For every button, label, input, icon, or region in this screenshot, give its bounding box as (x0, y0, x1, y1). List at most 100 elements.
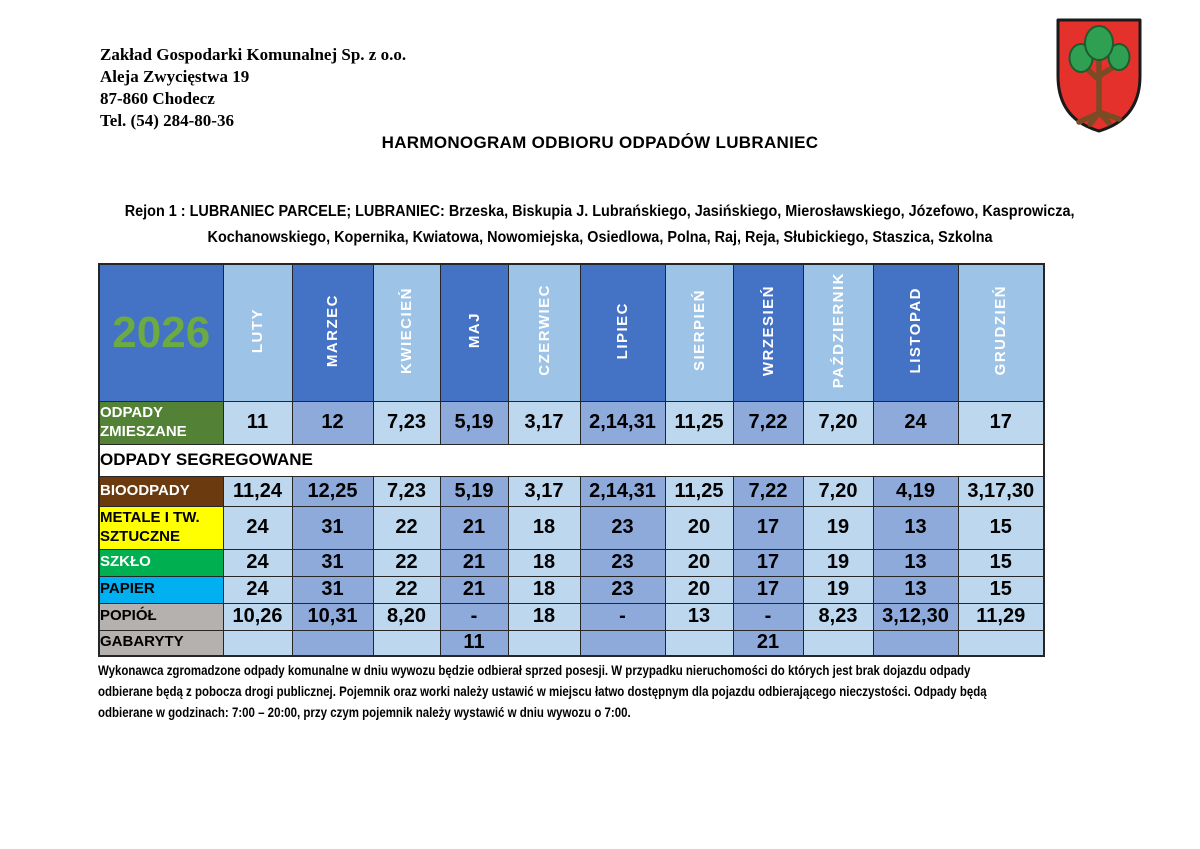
schedule-cell: 24 (222, 505, 293, 550)
schedule-cell: 23 (579, 575, 666, 604)
schedule-cell: 15 (957, 505, 1045, 550)
schedule-cell: 18 (507, 548, 581, 577)
schedule-cell: 12,25 (291, 475, 374, 507)
schedule-cell: 7,23 (372, 475, 441, 507)
table-row-odpady-segregowane: ODPADY SEGREGOWANE (98, 443, 1045, 477)
schedule-cell: 23 (579, 548, 666, 577)
schedule-cell (802, 629, 874, 657)
region-line-1: Rejon 1 : LUBRANIEC PARCELE; LUBRANIEC: … (125, 203, 1075, 220)
schedule-cell: 7,23 (372, 400, 441, 445)
schedule-cell: 3,12,30 (872, 602, 959, 631)
month-label: LIPIEC (614, 301, 631, 359)
schedule-cell: 13 (872, 575, 959, 604)
schedule-cell: 31 (291, 575, 374, 604)
table-row-odpady-zmieszane: ODPADY ZMIESZANE 11 12 7,23 5,19 3,17 2,14,31 1… (98, 400, 1045, 445)
schedule-cell: 20 (664, 575, 734, 604)
schedule-cell: 3,17 (507, 475, 581, 507)
schedule-cell: 2,14,31 (579, 475, 666, 507)
month-label: CZERWIEC (535, 284, 553, 377)
schedule-cell: 13 (872, 548, 959, 577)
schedule-cell: 22 (372, 548, 441, 577)
month-header-kwiecien: KWIECIEŃ (372, 263, 441, 402)
schedule-cell: 17 (732, 548, 804, 577)
month-label: SIERPIEŃ (690, 289, 708, 372)
month-label: LUTY (249, 307, 266, 353)
month-label: MAJ (465, 312, 483, 349)
table-row-metale-i-tw-sztuczne: METALE I TW. SZTUCZNE 24 31 22 21 18 23 20 17 19 1… (98, 505, 1045, 550)
schedule-cell: 23 (579, 505, 666, 550)
schedule-cell: - (579, 602, 666, 631)
schedule-cell: 3,17,30 (957, 475, 1045, 507)
row-label-szklo: SZKŁO (98, 548, 224, 577)
month-header-marzec: MARZEC (291, 263, 374, 402)
schedule-cell: - (439, 602, 509, 631)
year-label: 2026 (112, 307, 211, 357)
schedule-cell: 11,24 (222, 475, 293, 507)
month-header-lipiec: LIPIEC (579, 263, 666, 402)
month-header-wrzesien: WRZESIEŃ (732, 263, 804, 402)
schedule-cell: 11 (222, 400, 293, 445)
schedule-cell: 10,31 (291, 602, 374, 631)
schedule-cell: 21 (732, 629, 804, 657)
org-street: Aleja Zwycięstwa 19 (100, 67, 250, 86)
schedule-cell: 11,25 (664, 475, 734, 507)
schedule-cell: 19 (802, 505, 874, 550)
schedule-cell: 24 (222, 548, 293, 577)
schedule-cell: 11,29 (957, 602, 1045, 631)
tree-crowns (1068, 25, 1131, 73)
schedule-cell: 31 (291, 505, 374, 550)
schedule-cell: 11,25 (664, 400, 734, 445)
month-label: MARZEC (324, 293, 341, 367)
month-header-grudzien: GRUDZIEŃ (957, 263, 1045, 402)
schedule-cell: 22 (372, 505, 441, 550)
schedule-cell: 20 (664, 548, 734, 577)
schedule-cell: 5,19 (439, 475, 509, 507)
row-label-papier: PAPIER (98, 575, 224, 604)
org-phone: Tel. (54) 284-80-36 (100, 111, 234, 130)
schedule-cell (372, 629, 441, 657)
schedule-cell (957, 629, 1045, 657)
schedule-cell: 18 (507, 602, 581, 631)
month-header-sierpien: SIERPIEŃ (664, 263, 734, 402)
schedule-cell (291, 629, 374, 657)
footer-line-1: Wykonawca zgromadzone odpady komunalne w… (98, 662, 971, 678)
month-header-pazdziernik: PAŹDZIERNIK (802, 263, 874, 402)
schedule-cell (222, 629, 293, 657)
schedule-cell: 17 (732, 505, 804, 550)
table-row-gabaryty: GABARYTY 11 21 (98, 629, 1045, 657)
schedule-cell: 8,20 (372, 602, 441, 631)
month-header-czerwiec: CZERWIEC (507, 263, 581, 402)
schedule-cell: 15 (957, 548, 1045, 577)
month-label: PAŹDZIERNIK (829, 272, 847, 389)
schedule-cell: 11 (439, 629, 509, 657)
schedule-cell: 21 (439, 548, 509, 577)
schedule-cell: 12 (291, 400, 374, 445)
schedule-cell: 7,20 (802, 475, 874, 507)
footer-line-3: odbierane w godzinach: 7:00 – 20:00, prz… (98, 704, 631, 720)
schedule-cell: 10,26 (222, 602, 293, 631)
month-label: KWIECIEŃ (398, 286, 415, 374)
schedule-cell: 4,19 (872, 475, 959, 507)
footer-note: Wykonawca zgromadzone odpady komunalne w… (98, 660, 1182, 723)
schedule-cell: 21 (439, 575, 509, 604)
schedule-cell: 15 (957, 575, 1045, 604)
page-title: HARMONOGRAM ODBIORU ODPADÓW LUBRANIEC (381, 133, 819, 152)
coat-of-arms (1056, 18, 1142, 133)
row-label-popiol: POPIÓŁ (98, 602, 224, 631)
table-row-popiol: POPIÓŁ 10,26 10,31 8,20-18-13-8,23 3,12,30 11… (98, 602, 1045, 631)
schedule-cell: 13 (664, 602, 734, 631)
table-row-szklo: SZKŁO 24 31 22 21 18 23 20 17 19 13 15 (98, 548, 1045, 577)
year-header: 2026 (98, 263, 224, 402)
tree-crown-center (1084, 25, 1114, 61)
schedule-cell: 17 (957, 400, 1045, 445)
schedule-cell: 31 (291, 548, 374, 577)
month-label: GRUDZIEŃ (992, 285, 1010, 376)
schedule-cell: 7,20 (802, 400, 874, 445)
row-label-metale-i-tw-sztuczne: METALE I TW. SZTUCZNE (98, 505, 224, 550)
month-header-maj: MAJ (439, 263, 509, 402)
schedule-cell: 19 (802, 575, 874, 604)
schedule-cell: 21 (439, 505, 509, 550)
table-row-papier: PAPIER 24 31 22 21 18 23 20 17 19 13 15 (98, 575, 1045, 604)
schedule-cell: 5,19 (439, 400, 509, 445)
schedule-cell: 20 (664, 505, 734, 550)
